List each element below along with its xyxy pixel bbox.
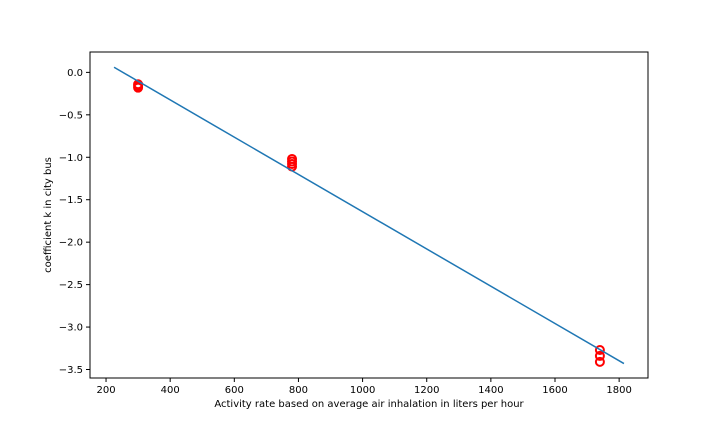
y-tick-label: −0.5: [59, 110, 83, 121]
scatter-point-10: [594, 356, 605, 367]
x-tick-label: 1000: [350, 385, 375, 396]
x-tick-label: 400: [161, 385, 180, 396]
x-tick-label: 1400: [478, 385, 503, 396]
y-tick-label: −3.5: [59, 365, 83, 376]
scatter-point-3: [133, 82, 144, 93]
y-tick-label: −1.0: [59, 153, 83, 164]
y-tick-label: −2.5: [59, 280, 83, 291]
y-axis-ticks: 0.0 −0.5 −1.0 −1.5 −2.0 −2.5 −3.0 −3.5: [59, 68, 90, 376]
x-tick-label: 200: [96, 385, 115, 396]
x-tick-label: 1800: [606, 385, 631, 396]
scatter-point-9: [594, 350, 605, 361]
y-axis-label: coefficient k in city bus: [43, 157, 54, 273]
y-tick-label: −1.5: [59, 195, 83, 206]
y-tick-label: −2.0: [59, 238, 83, 249]
plot-frame: [89, 51, 649, 379]
fit-line: [113, 66, 625, 365]
plot-content: [113, 66, 625, 367]
x-tick-label: 1600: [542, 385, 567, 396]
x-tick-label: 1200: [414, 385, 439, 396]
x-tick-label: 600: [225, 385, 244, 396]
y-tick-label: −3.0: [59, 323, 83, 334]
y-tick-label: 0.0: [67, 68, 83, 79]
x-tick-label: 800: [289, 385, 308, 396]
x-axis-ticks: 200 400 600 800 1000 1200 1400 1600 1800: [96, 378, 632, 396]
x-axis-label: Activity rate based on average air inhal…: [214, 399, 524, 410]
scatter-point-8: [594, 344, 605, 355]
